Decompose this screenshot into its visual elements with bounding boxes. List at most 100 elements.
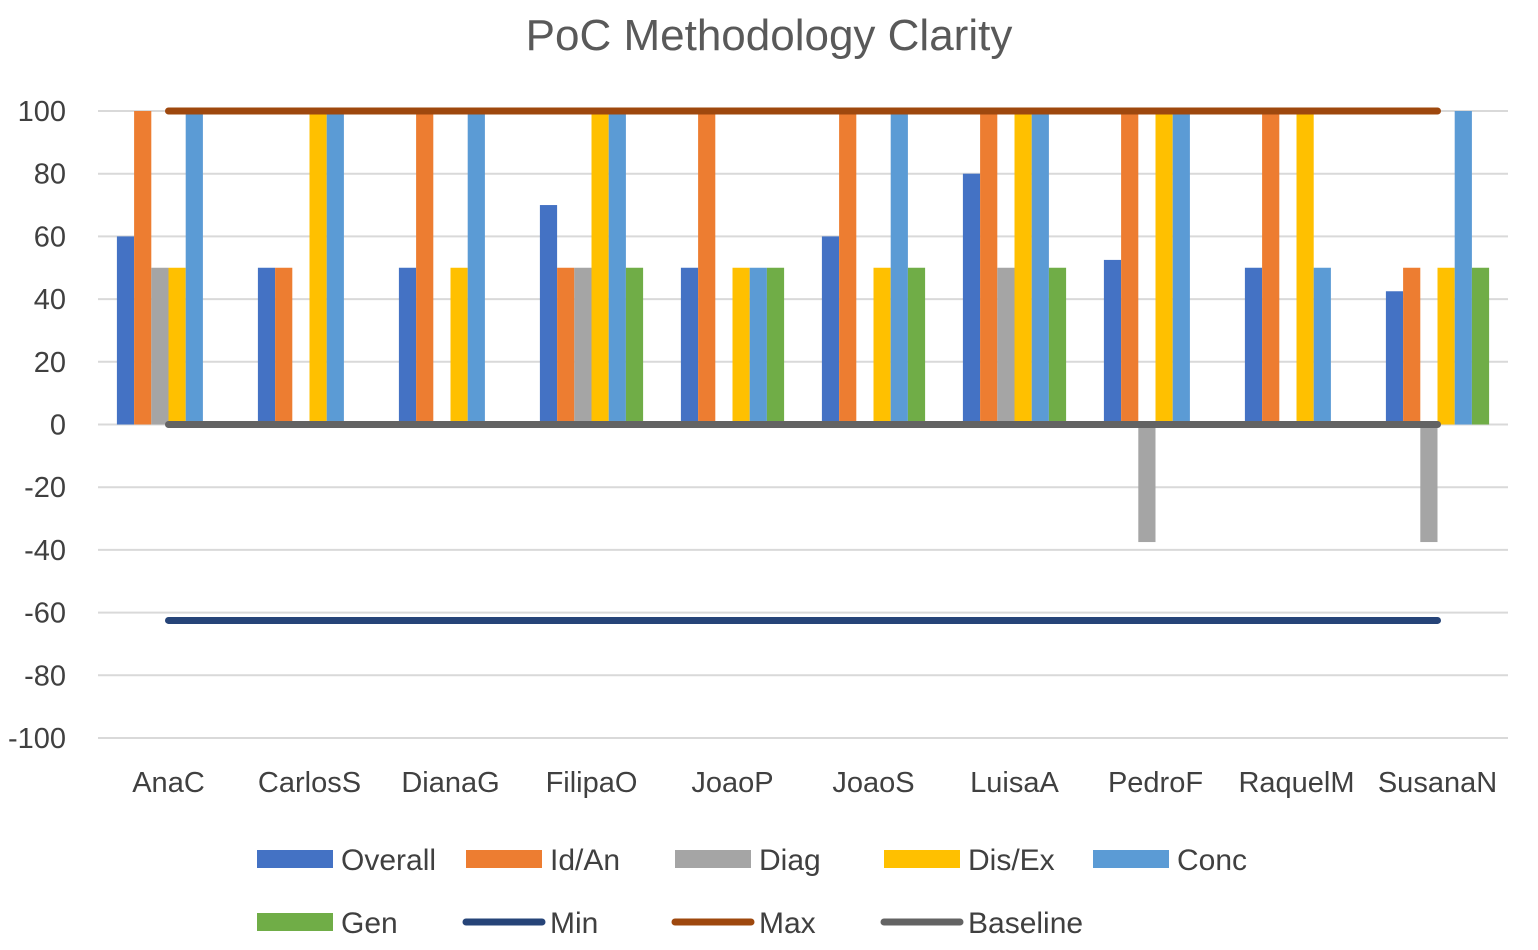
legend-swatch [257, 913, 333, 931]
y-tick-label: -80 [24, 660, 66, 692]
x-tick-label: JoaoP [691, 767, 773, 799]
y-tick-label: 80 [34, 159, 66, 191]
legend-item-dis-ex: Dis/Ex [884, 844, 1055, 877]
bar-dis-ex-luisaa [1014, 111, 1032, 425]
x-tick-label: LuisaA [970, 767, 1059, 799]
x-tick-label: FilipaO [546, 767, 638, 799]
bar-overall-luisaa [962, 173, 981, 425]
bar-diag-filipao [574, 267, 592, 425]
bar-conc-anac [185, 111, 203, 425]
bar-overall-joaos [821, 236, 840, 425]
y-tick-label: -60 [24, 598, 66, 630]
x-tick-label: CarlosS [258, 767, 361, 799]
bar-dis-ex-filipao [591, 111, 609, 425]
y-tick-label: -40 [24, 535, 66, 567]
legend-swatch [257, 850, 333, 868]
bar-overall-pedrof [1103, 259, 1122, 425]
legend-label: Min [550, 907, 598, 940]
y-tick-label: 40 [34, 284, 66, 316]
y-tick-label: 100 [18, 96, 66, 128]
x-tick-label: DianaG [401, 767, 499, 799]
bar-overall-raquelm [1244, 267, 1263, 425]
legend-label: Id/An [550, 844, 620, 877]
bar-id-an-raquelm [1262, 111, 1280, 425]
series-lines [165, 107, 1441, 624]
bar-dis-ex-joaop [732, 267, 750, 425]
bars [116, 111, 1490, 543]
chart-title: PoC Methodology Clarity [526, 11, 1013, 60]
bar-dis-ex-pedrof [1155, 111, 1173, 425]
legend-label: Max [759, 907, 816, 940]
legend-swatch [1093, 850, 1169, 868]
bar-overall-anac [116, 236, 135, 425]
bar-id-an-carloss [275, 267, 293, 425]
bar-gen-joaos [907, 267, 926, 425]
bar-conc-filipao [608, 111, 626, 425]
y-tick-label: -20 [24, 472, 66, 504]
bar-id-an-dianag [416, 111, 434, 425]
legend-item-id-an: Id/An [466, 844, 620, 877]
legend: Overall Id/An Diag Dis/Ex Conc Gen Min Max Basel… [257, 844, 1247, 940]
bar-conc-susanan [1454, 111, 1472, 425]
bar-diag-pedrof [1138, 424, 1156, 543]
legend-swatch [884, 850, 960, 868]
legend-item-max: Max [671, 907, 816, 940]
bar-dis-ex-anac [168, 267, 186, 425]
bar-dis-ex-dianag [450, 267, 468, 425]
bar-conc-carloss [326, 111, 344, 425]
legend-label: Dis/Ex [968, 844, 1055, 877]
bar-id-an-anac [134, 111, 152, 425]
bar-id-an-joaop [698, 111, 716, 425]
bar-gen-luisaa [1048, 267, 1067, 425]
legend-label: Baseline [968, 907, 1083, 940]
bar-id-an-luisaa [980, 111, 998, 425]
bar-diag-susanan [1420, 424, 1438, 543]
x-axis-categories: AnaC CarlosS DianaG FilipaO JoaoP JoaoS LuisaA… [132, 767, 1497, 799]
y-tick-label: 20 [34, 347, 66, 379]
bar-id-an-pedrof [1121, 111, 1139, 425]
bar-conc-joaop [749, 267, 767, 425]
legend-item-baseline: Baseline [880, 907, 1083, 940]
bar-overall-filipao [539, 205, 558, 425]
legend-swatch [675, 850, 751, 868]
bar-id-an-joaos [839, 111, 857, 425]
bar-conc-raquelm [1313, 267, 1331, 425]
bar-diag-anac [151, 267, 169, 425]
legend-label: Gen [341, 907, 398, 940]
x-tick-label: AnaC [132, 767, 205, 799]
legend-item-conc: Conc [1093, 844, 1247, 877]
bar-dis-ex-raquelm [1296, 111, 1314, 425]
legend-item-gen: Gen [257, 907, 398, 940]
legend-label: Conc [1177, 844, 1247, 877]
x-tick-label: SusanaN [1378, 767, 1497, 799]
bar-overall-susanan [1385, 291, 1404, 425]
bar-dis-ex-carloss [309, 111, 327, 425]
y-tick-label: -100 [8, 723, 66, 755]
legend-item-min: Min [462, 907, 598, 940]
bar-conc-joaos [890, 111, 908, 425]
x-tick-label: JoaoS [832, 767, 914, 799]
bar-overall-dianag [398, 267, 417, 425]
x-tick-label: PedroF [1108, 767, 1203, 799]
legend-item-overall: Overall [257, 844, 436, 877]
y-axis-ticks: -100 -80 -60 -40 -20 0 20 40 60 80 100 [8, 96, 66, 755]
bar-gen-filipao [625, 267, 644, 425]
y-tick-label: 0 [50, 410, 66, 442]
bar-gen-joaop [766, 267, 785, 425]
x-tick-label: RaquelM [1238, 767, 1354, 799]
bar-overall-joaop [680, 267, 699, 425]
legend-label: Overall [341, 844, 436, 877]
bar-dis-ex-susanan [1437, 267, 1455, 425]
bar-conc-dianag [467, 111, 485, 425]
bar-conc-luisaa [1031, 111, 1049, 425]
bar-id-an-filipao [557, 267, 575, 425]
y-tick-label: 60 [34, 221, 66, 253]
legend-item-diag: Diag [675, 844, 821, 877]
legend-label: Diag [759, 844, 821, 877]
bar-gen-susanan [1471, 267, 1490, 425]
bar-conc-pedrof [1172, 111, 1190, 425]
bar-overall-carloss [257, 267, 276, 425]
legend-swatch [466, 850, 542, 868]
bar-id-an-susanan [1403, 267, 1421, 425]
